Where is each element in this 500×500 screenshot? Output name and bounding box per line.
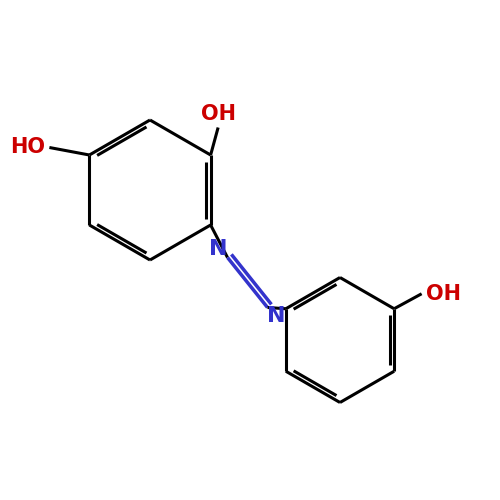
Text: OH: OH — [426, 284, 460, 304]
Text: N: N — [209, 238, 228, 258]
Text: HO: HO — [10, 138, 45, 158]
Text: OH: OH — [200, 104, 235, 124]
Text: N: N — [267, 306, 285, 326]
